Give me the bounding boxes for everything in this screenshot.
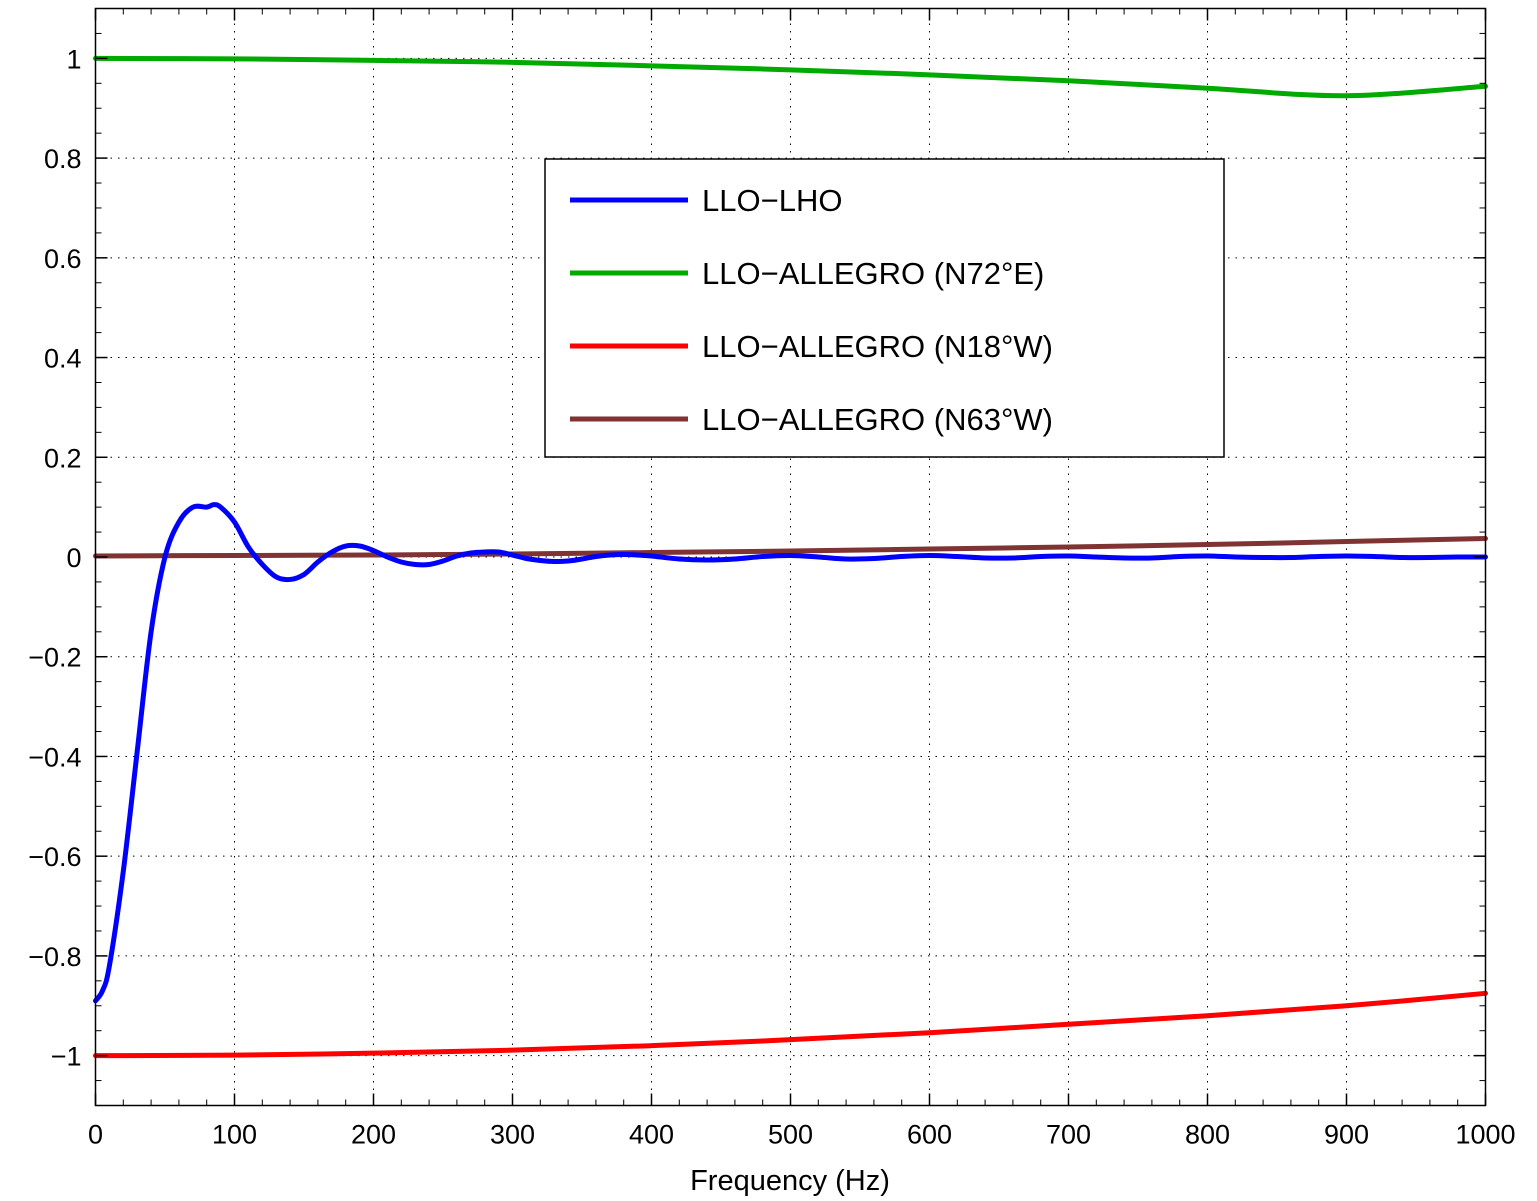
x-tick-label: 200 bbox=[351, 1120, 396, 1150]
y-tick-label: −1 bbox=[51, 1042, 82, 1072]
x-tick-label: 500 bbox=[768, 1120, 813, 1150]
x-tick-label: 100 bbox=[212, 1120, 257, 1150]
y-tick-label: −0.8 bbox=[28, 942, 81, 972]
series-line-1 bbox=[93, 55, 1488, 99]
series-line-2 bbox=[93, 990, 1488, 1059]
y-tick-label: 1 bbox=[66, 44, 81, 74]
series-line-0 bbox=[93, 502, 1488, 1004]
series-lines bbox=[93, 55, 1488, 1059]
x-tick-label: 800 bbox=[1185, 1120, 1230, 1150]
legend-label: LLO−ALLEGRO (N63°W) bbox=[702, 402, 1053, 437]
y-tick-label: −0.6 bbox=[28, 842, 81, 872]
y-tick-label: −0.2 bbox=[28, 643, 81, 673]
y-tick-label: 0.2 bbox=[44, 443, 82, 473]
legend: LLO−LHO LLO−ALLEGRO (N72°E) LLO−ALLEGRO (N… bbox=[544, 158, 1225, 458]
x-tick-label: 900 bbox=[1324, 1120, 1369, 1150]
x-tick-label: 400 bbox=[629, 1120, 674, 1150]
y-tick-label: 0.6 bbox=[44, 244, 82, 274]
legend-label: LLO−ALLEGRO (N18°W) bbox=[702, 329, 1053, 364]
axis-ticks: 0 100 200 300 400 500 600 700 800 900 1000 1 0.8 0.6 0… bbox=[28, 8, 1516, 1150]
x-tick-label: 700 bbox=[1046, 1120, 1091, 1150]
x-tick-label: 300 bbox=[490, 1120, 535, 1150]
y-tick-label: 0 bbox=[66, 543, 81, 573]
legend-label: LLO−LHO bbox=[702, 183, 842, 218]
legend-label: LLO−ALLEGRO (N72°E) bbox=[702, 256, 1044, 291]
x-tick-label: 600 bbox=[907, 1120, 952, 1150]
y-tick-label: 0.8 bbox=[44, 144, 82, 174]
x-axis-title: Frequency (Hz) bbox=[690, 1165, 890, 1197]
x-tick-label: 1000 bbox=[1455, 1120, 1515, 1150]
x-tick-label: 0 bbox=[88, 1120, 103, 1150]
legend-box bbox=[544, 158, 1225, 458]
y-tick-label: −0.4 bbox=[28, 742, 81, 772]
y-tick-label: 0.4 bbox=[44, 344, 82, 374]
